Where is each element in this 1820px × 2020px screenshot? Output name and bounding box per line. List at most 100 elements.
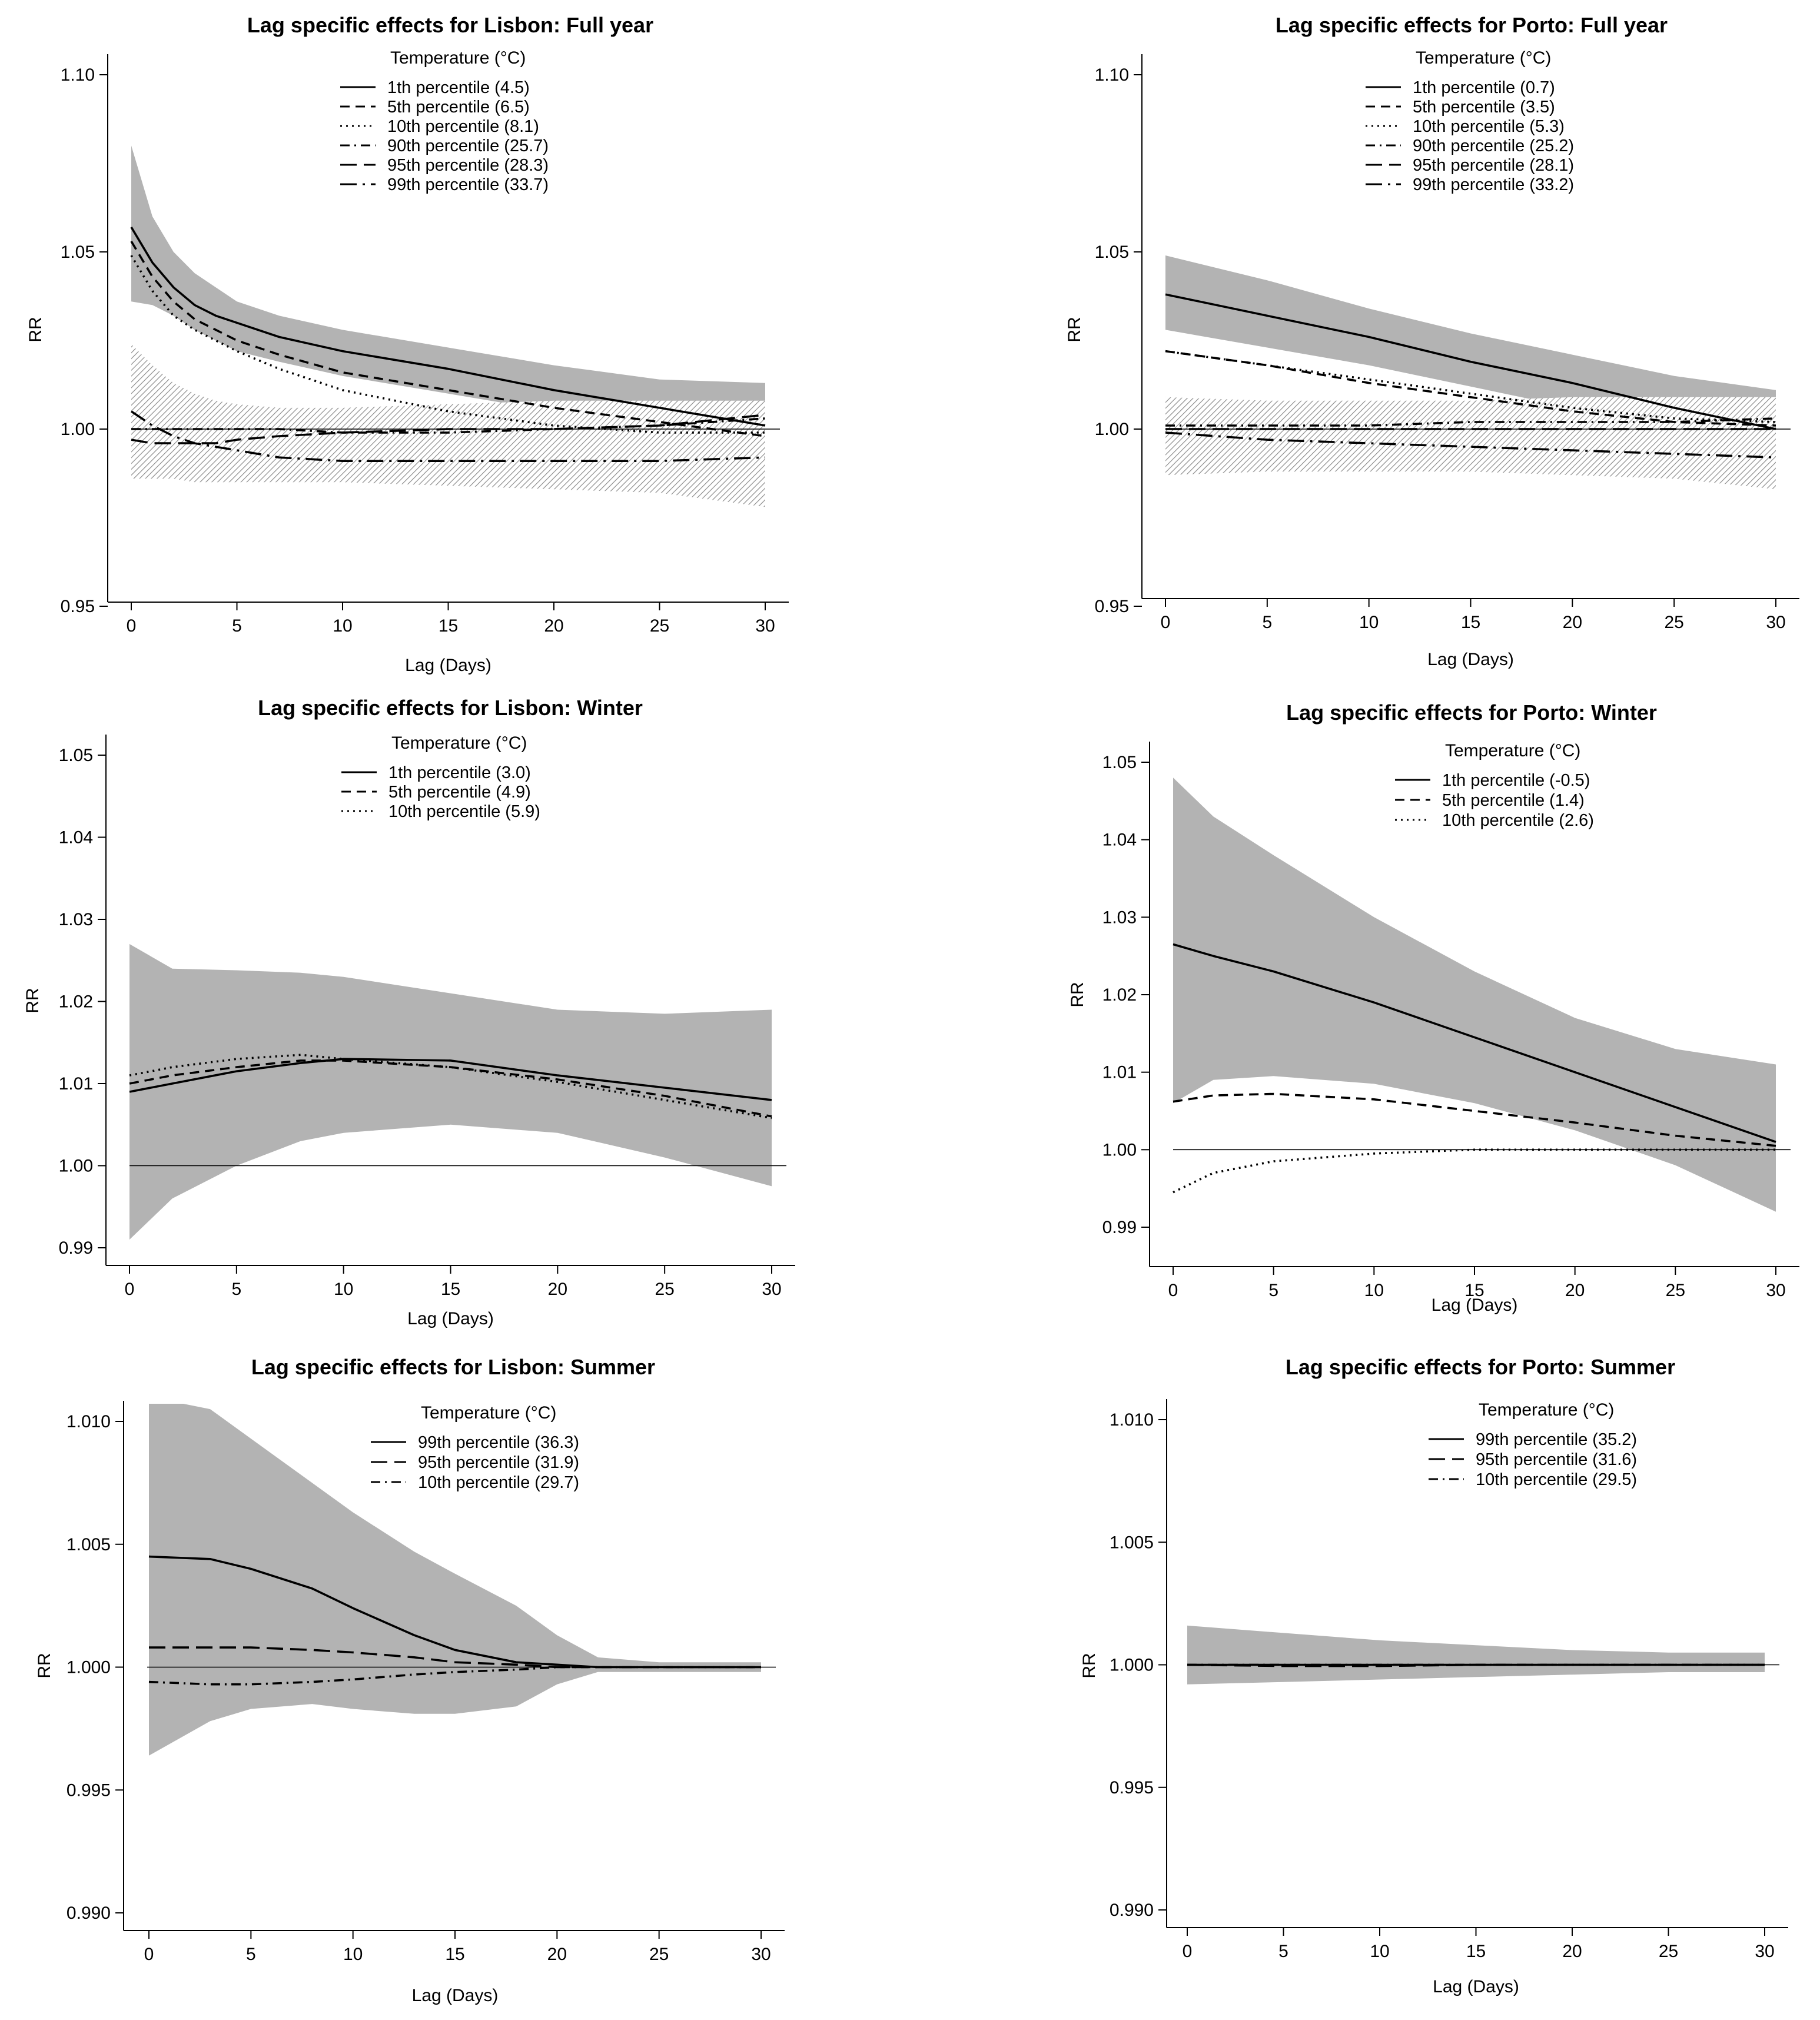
legend: Temperature (°C) 99th percentile (35.2)95… xyxy=(1429,1400,1637,1489)
legend-title: Temperature (°C) xyxy=(390,48,526,68)
x-tick-label: 20 xyxy=(548,1280,567,1299)
series-line-90th-percentile-25-7 xyxy=(131,417,766,434)
y-tick-label: 1.04 xyxy=(1102,830,1137,850)
y-tick-label: 1.005 xyxy=(1110,1533,1154,1552)
series-line-1th-percentile-0-5 xyxy=(1173,943,1776,1143)
y-tick-label: 0.95 xyxy=(1095,597,1129,616)
legend-title: Temperature (°C) xyxy=(391,733,527,753)
confidence-bands xyxy=(1165,255,1776,490)
confidence-band-1 xyxy=(129,943,772,1240)
x-tick-label: 25 xyxy=(649,1945,669,1964)
x-tick-label: 25 xyxy=(655,1280,674,1299)
legend: Temperature (°C) 1th percentile (4.5)5th … xyxy=(340,48,549,194)
panel-lag-specific-effects-for-porto-winter: Lag specific effects for Porto: Winter 0.… xyxy=(1068,700,1799,1315)
series-line-99th-percentile-33-7 xyxy=(130,410,766,462)
y-tick-label: 0.990 xyxy=(1110,1901,1154,1920)
x-tick-label: 25 xyxy=(650,616,669,636)
y-tick-label: 1.05 xyxy=(59,746,93,765)
confidence-bands xyxy=(131,145,765,507)
x-tick-label: 10 xyxy=(343,1945,363,1964)
y-tick-label: 1.00 xyxy=(61,420,95,439)
x-tick-label: 15 xyxy=(445,1945,464,1964)
series-line-10th-percentile-29-7 xyxy=(148,1666,761,1686)
y-tick-label: 0.99 xyxy=(59,1238,93,1258)
x-tick-label: 20 xyxy=(1563,613,1582,632)
legend-item-label: 99th percentile (33.2) xyxy=(1413,175,1574,194)
x-axis-label: Lag (Days) xyxy=(1432,1295,1518,1315)
chart-title: Lag specific effects for Porto: Summer xyxy=(1286,1355,1675,1379)
y-tick-label: 1.01 xyxy=(1102,1063,1137,1082)
series-line-1th-percentile-4-5 xyxy=(130,226,766,427)
x-tick-label: 10 xyxy=(334,1280,353,1299)
x-tick-label: 25 xyxy=(1666,1281,1685,1300)
confidence-band-1 xyxy=(1173,778,1776,1212)
x-tick-label: 15 xyxy=(1466,1942,1486,1961)
chart-title: Lag specific effects for Lisbon: Full ye… xyxy=(247,13,653,37)
x-tick-label: 30 xyxy=(751,1945,770,1964)
x-tick-label: 15 xyxy=(1464,1281,1484,1300)
y-tick-label: 1.005 xyxy=(67,1535,111,1554)
series-line-10th-percentile-5-3 xyxy=(1165,350,1776,423)
legend-item-label: 90th percentile (25.2) xyxy=(1413,137,1574,155)
legend-item-label: 10th percentile (8.1) xyxy=(387,117,539,136)
y-tick-label: 1.03 xyxy=(59,910,93,929)
x-axis-label: Lag (Days) xyxy=(405,656,491,675)
legend-item-label: 1th percentile (0.7) xyxy=(1413,78,1555,97)
confidence-band-1 xyxy=(131,145,765,465)
y-tick-label: 1.00 xyxy=(1102,1140,1137,1159)
chart-title: Lag specific effects for Lisbon: Winter xyxy=(258,696,643,720)
legend-item-label: 10th percentile (29.7) xyxy=(418,1473,579,1492)
confidence-band-2 xyxy=(131,344,765,507)
x-tick-label: 5 xyxy=(1278,1942,1288,1961)
x-tick-label: 20 xyxy=(544,616,563,636)
legend-item-label: 10th percentile (29.5) xyxy=(1476,1470,1637,1489)
series-line-5th-percentile-6-5 xyxy=(130,240,766,437)
x-tick-label: 0 xyxy=(144,1945,154,1964)
x-tick-label: 30 xyxy=(1766,613,1785,632)
y-tick-label: 1.000 xyxy=(1110,1656,1154,1675)
x-tick-label: 20 xyxy=(1562,1942,1582,1961)
y-tick-label: 1.02 xyxy=(1102,985,1137,1005)
x-tick-label: 15 xyxy=(439,616,458,636)
x-tick-label: 30 xyxy=(1755,1942,1774,1961)
panel-lag-specific-effects-for-lisbon-winter: Lag specific effects for Lisbon: Winter 0… xyxy=(23,696,795,1328)
y-tick-label: 1.02 xyxy=(59,992,93,1012)
x-tick-label: 20 xyxy=(1565,1281,1585,1300)
x-tick-label: 15 xyxy=(1461,613,1480,632)
x-axis-label: Lag (Days) xyxy=(1433,1977,1519,1996)
legend-item-label: 1th percentile (4.5) xyxy=(387,78,530,97)
series-line-95th-percentile-28-3 xyxy=(131,414,766,444)
y-tick-label: 1.10 xyxy=(1095,65,1129,85)
legend: Temperature (°C) 1th percentile (0.7)5th … xyxy=(1366,48,1574,194)
legend-item-label: 1th percentile (3.0) xyxy=(388,763,531,782)
legend-item-label: 95th percentile (28.1) xyxy=(1413,156,1574,175)
x-tick-label: 30 xyxy=(762,1280,781,1299)
x-tick-label: 15 xyxy=(441,1280,460,1299)
confidence-bands xyxy=(1187,1625,1765,1685)
x-tick-label: 10 xyxy=(1370,1942,1389,1961)
x-tick-label: 25 xyxy=(1664,613,1683,632)
legend-title: Temperature (°C) xyxy=(1445,741,1580,760)
confidence-bands xyxy=(1173,778,1776,1212)
y-axis-label: RR xyxy=(35,1653,54,1678)
legend-item-label: 10th percentile (5.3) xyxy=(1413,117,1565,136)
x-tick-label: 25 xyxy=(1659,1942,1678,1961)
panel-lag-specific-effects-for-lisbon-full-year: Lag specific effects for Lisbon: Full ye… xyxy=(26,13,789,675)
series-line-1th-percentile-3-0 xyxy=(129,1058,772,1101)
y-axis-label: RR xyxy=(23,988,42,1013)
x-tick-label: 5 xyxy=(246,1945,256,1964)
series-line-5th-percentile-4-9 xyxy=(129,1059,772,1118)
y-tick-label: 0.995 xyxy=(67,1780,111,1800)
chart-title: Lag specific effects for Porto: Full yea… xyxy=(1276,13,1668,37)
x-tick-label: 10 xyxy=(333,616,352,636)
x-tick-label: 5 xyxy=(1268,1281,1278,1300)
legend-item-label: 10th percentile (5.9) xyxy=(388,802,540,821)
y-tick-label: 1.05 xyxy=(1102,753,1137,772)
y-tick-label: 0.95 xyxy=(61,597,95,616)
y-axis-label: RR xyxy=(1068,982,1087,1007)
y-tick-label: 1.00 xyxy=(59,1157,93,1176)
x-tick-label: 0 xyxy=(1168,1281,1178,1300)
x-axis-label: Lag (Days) xyxy=(412,1986,499,2005)
series-line-99th-percentile-33-2 xyxy=(1165,431,1776,459)
chart-title: Lag specific effects for Lisbon: Summer xyxy=(251,1355,655,1379)
